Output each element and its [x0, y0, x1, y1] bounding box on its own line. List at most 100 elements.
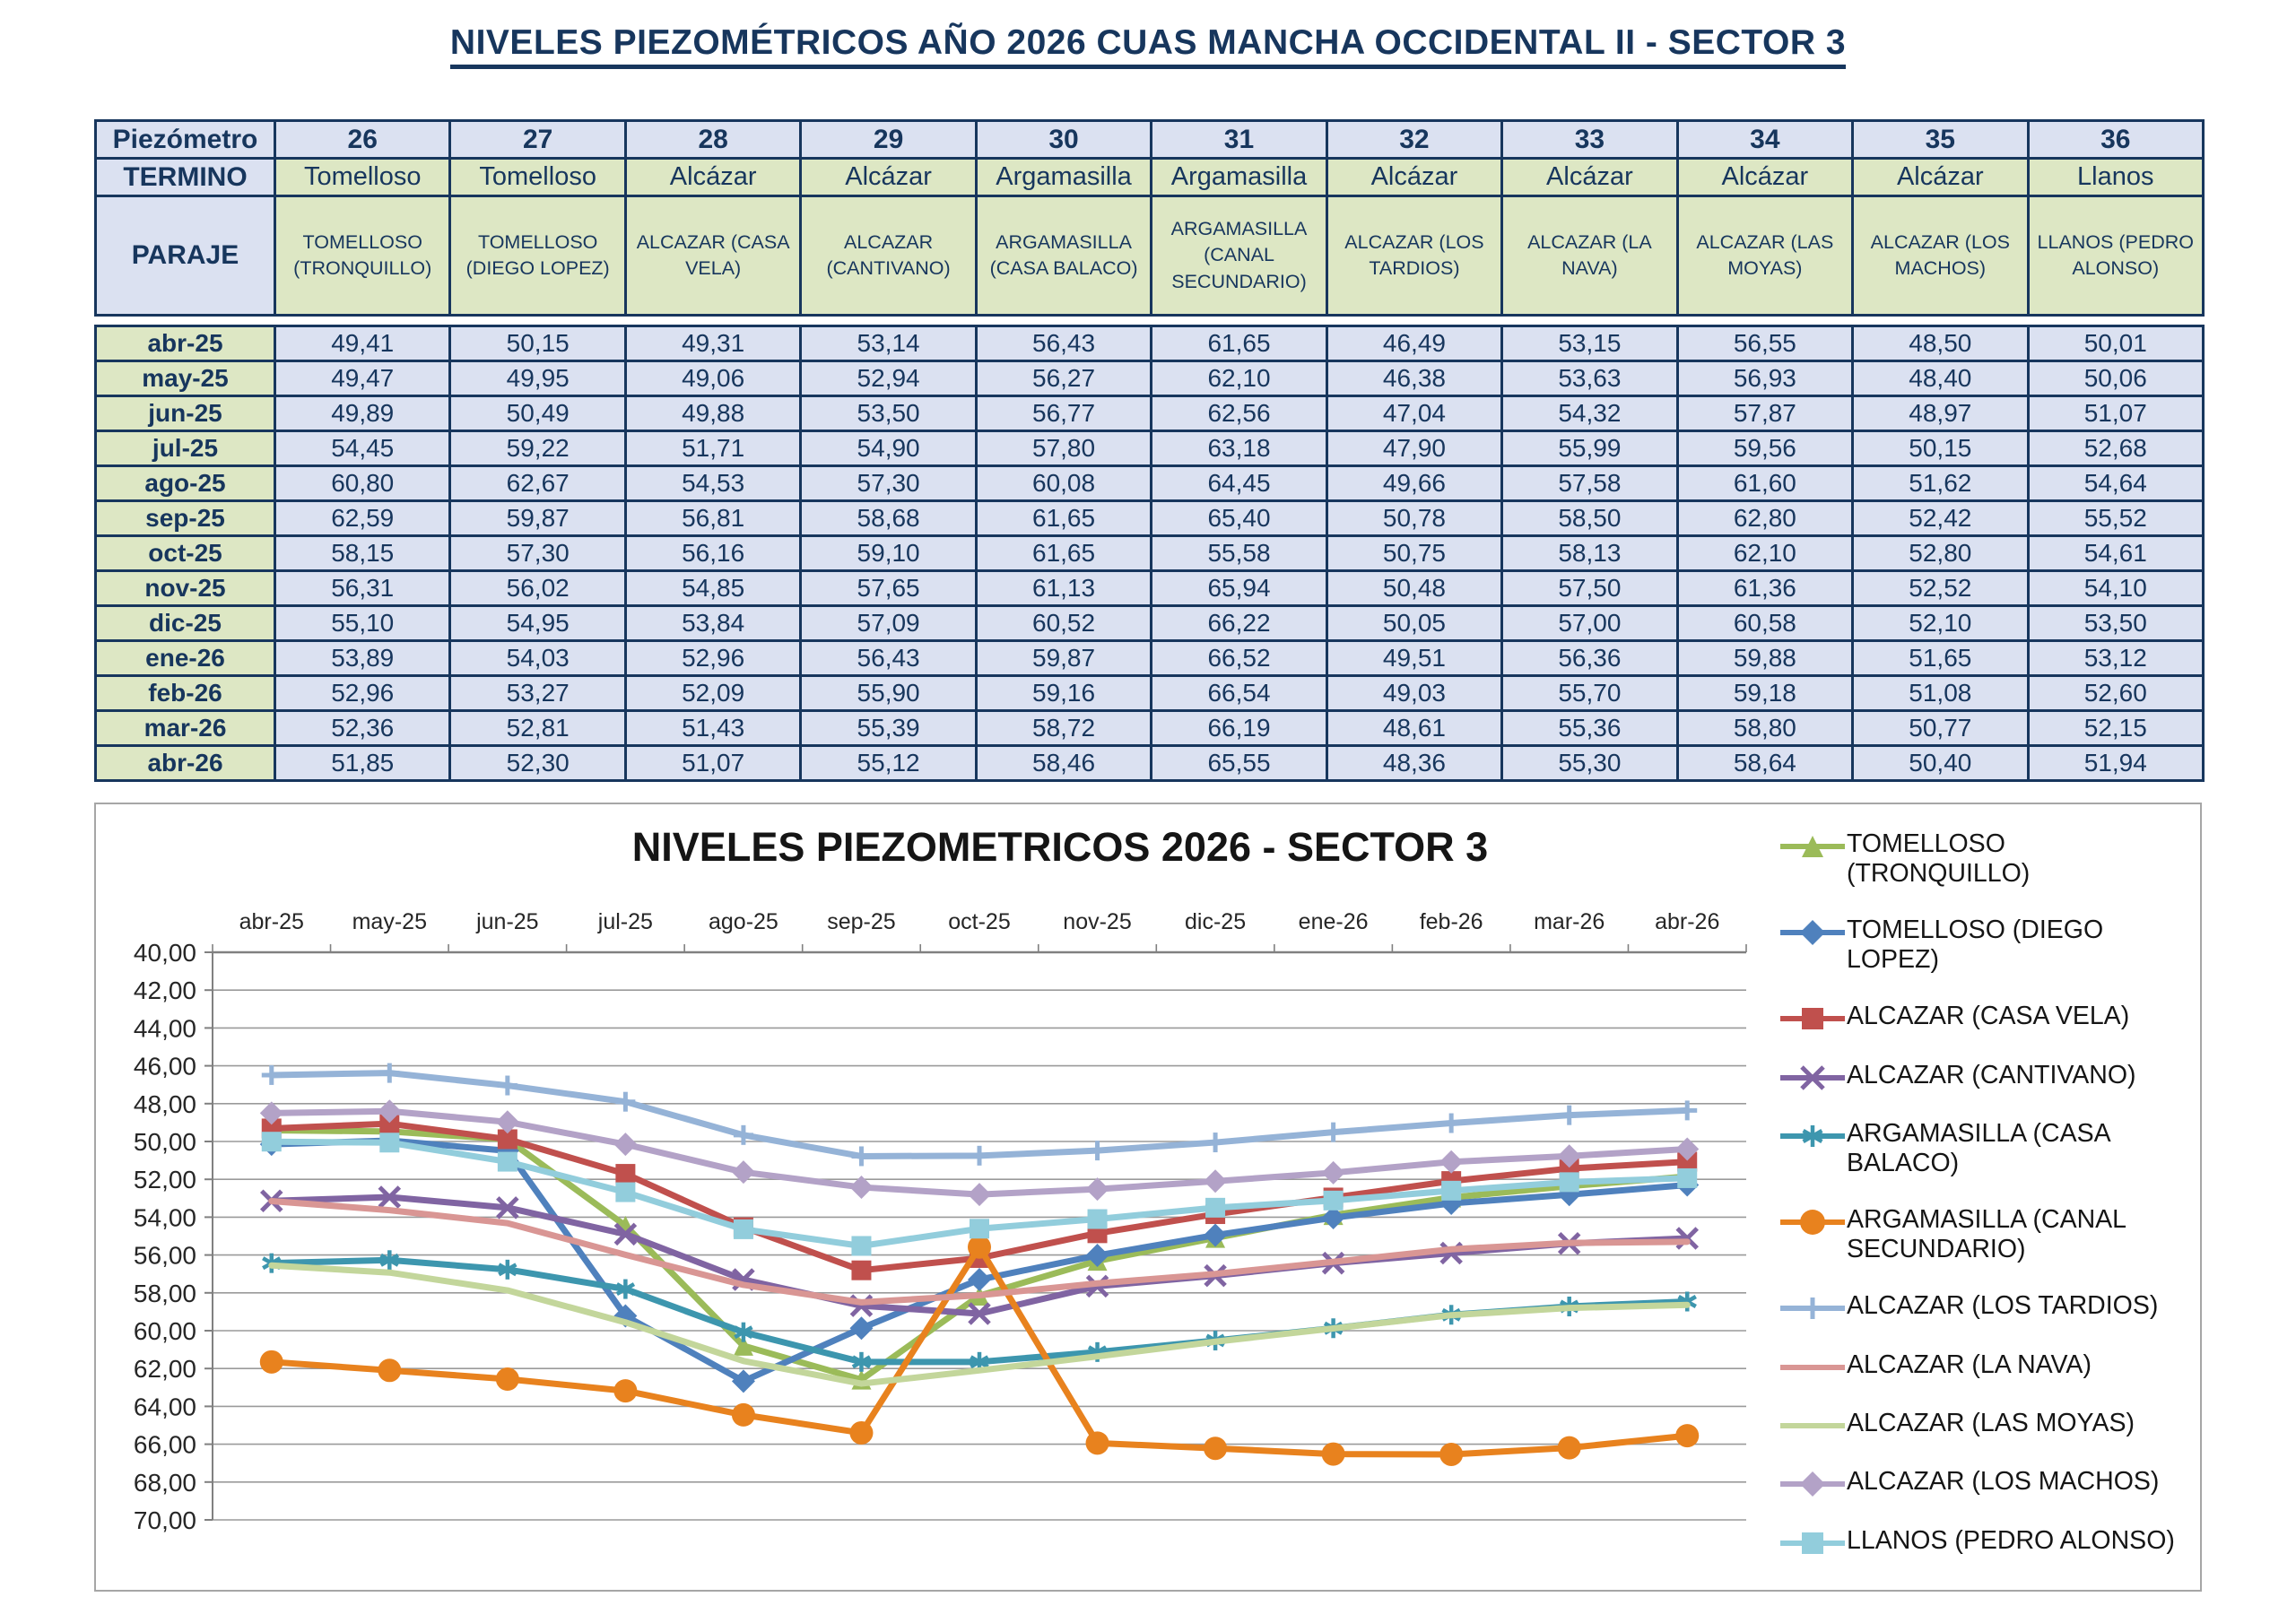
value-cell: 59,87 [974, 639, 1153, 677]
data-row: oct-25 58,15 57,30 56,16 59,10 61,65 55,58 50,7… [94, 534, 2205, 572]
svg-text:40,00: 40,00 [134, 939, 196, 967]
value-cell: 54,53 [623, 464, 803, 502]
value-cell: 51,07 [623, 744, 803, 782]
value-cell: 52,09 [623, 674, 803, 712]
value-cell: 48,50 [1851, 325, 2030, 362]
value-cell: 46,38 [1325, 360, 1504, 397]
termino-cell: Alcázar [1851, 157, 2030, 197]
month-cell: oct-25 [94, 534, 276, 572]
svg-text:oct-25: oct-25 [948, 909, 1010, 934]
piezometer-number-cell: 35 [1851, 119, 2030, 160]
svg-text:44,00: 44,00 [134, 1014, 196, 1042]
piezometer-number-cell: 36 [2026, 119, 2205, 160]
legend-marker-icon [1780, 1064, 1845, 1090]
value-cell: 47,90 [1325, 430, 1504, 467]
chart-title: NIVELES PIEZOMETRICOS 2026 - SECTOR 3 [631, 824, 1489, 870]
termino-cell: Tomelloso [273, 157, 452, 197]
value-cell: 62,10 [1675, 534, 1855, 572]
value-cell: 65,40 [1150, 499, 1328, 537]
value-cell: 51,94 [2026, 744, 2205, 782]
termino-cell: Alcázar [1500, 157, 1679, 197]
paraje-cell: ALCAZAR (LAS MOYAS) [1675, 195, 1855, 317]
value-cell: 48,61 [1325, 709, 1504, 747]
value-cell: 56,27 [974, 360, 1153, 397]
value-cell: 56,55 [1675, 325, 1855, 362]
value-cell: 52,96 [623, 639, 803, 677]
piezometer-number-cell: 33 [1500, 119, 1679, 160]
series-5 [259, 1235, 1700, 1466]
value-cell: 66,52 [1150, 639, 1328, 677]
value-cell: 58,15 [273, 534, 452, 572]
value-cell: 49,31 [623, 325, 803, 362]
month-cell: feb-26 [94, 674, 276, 712]
series-9 [259, 1099, 1700, 1207]
piezometer-header-table: Piezómetro 26 27 28 29 30 31 32 33 34 35 36 TERMIN… [94, 119, 2205, 317]
piezometer-number-cell: 29 [799, 119, 978, 160]
month-cell: abr-26 [94, 744, 276, 782]
value-cell: 66,19 [1150, 709, 1328, 747]
month-cell: dic-25 [94, 604, 276, 642]
value-cell: 52,36 [273, 709, 452, 747]
svg-text:62,00: 62,00 [134, 1355, 196, 1383]
value-cell: 53,12 [2026, 639, 2205, 677]
value-cell: 48,97 [1851, 395, 2030, 432]
legend-marker-icon [1780, 1008, 1845, 1030]
legend-label: ALCAZAR (CASA VELA) [1847, 1002, 2130, 1031]
value-cell: 54,85 [623, 569, 803, 607]
data-row: ago-25 60,80 62,67 54,53 57,30 60,08 64,45 49,6… [94, 464, 2205, 502]
svg-text:ene-26: ene-26 [1299, 909, 1369, 934]
value-cell: 64,45 [1150, 464, 1328, 502]
value-cell: 49,89 [273, 395, 452, 432]
value-cell: 55,30 [1500, 744, 1679, 782]
value-cell: 52,80 [1851, 534, 2030, 572]
piezometer-number-cell: 32 [1325, 119, 1504, 160]
value-cell: 56,93 [1675, 360, 1855, 397]
value-cell: 51,62 [1851, 464, 2030, 502]
value-cell: 56,81 [623, 499, 803, 537]
month-cell: nov-25 [94, 569, 276, 607]
value-cell: 50,78 [1325, 499, 1504, 537]
legend-label: ALCAZAR (LAS MOYAS) [1847, 1409, 2135, 1437]
piezometer-number-row: Piezómetro 26 27 28 29 30 31 32 33 34 35 36 [94, 119, 2205, 160]
value-cell: 52,96 [273, 674, 452, 712]
svg-text:mar-26: mar-26 [1534, 909, 1605, 934]
value-cell: 47,04 [1325, 395, 1504, 432]
value-cell: 51,85 [273, 744, 452, 782]
value-cell: 55,58 [1150, 534, 1328, 572]
legend-item: ALCAZAR (LOS TARDIOS) [1780, 1291, 2193, 1323]
month-cell: jun-25 [94, 395, 276, 432]
value-cell: 52,68 [2026, 430, 2205, 467]
value-cell: 54,45 [273, 430, 452, 467]
month-cell: mar-26 [94, 709, 276, 747]
paraje-cell: ARGAMASILLA (CASA BALACO) [974, 195, 1153, 317]
svg-text:abr-25: abr-25 [239, 909, 304, 934]
svg-text:feb-26: feb-26 [1420, 909, 1483, 934]
value-cell: 54,03 [448, 639, 627, 677]
value-cell: 46,49 [1325, 325, 1504, 362]
value-cell: 50,40 [1851, 744, 2030, 782]
legend-item: ALCAZAR (LAS MOYAS) [1780, 1409, 2193, 1440]
piezometer-number-cell: 31 [1150, 119, 1328, 160]
value-cell: 52,42 [1851, 499, 2030, 537]
legend-label: ALCAZAR (LOS MACHOS) [1847, 1467, 2160, 1497]
legend-label: ALCAZAR (CANTIVANO) [1847, 1060, 2136, 1089]
legend-item: TOMELLOSO (DIEGO LOPEZ) [1780, 916, 2193, 975]
value-cell: 54,10 [2026, 569, 2205, 607]
legend-marker-icon [1780, 1471, 1845, 1497]
value-cell: 49,41 [273, 325, 452, 362]
value-cell: 56,43 [974, 325, 1153, 362]
value-cell: 52,15 [2026, 709, 2205, 747]
value-cell: 49,88 [623, 395, 803, 432]
paraje-cell: LLANOS (PEDRO ALONSO) [2026, 195, 2205, 317]
termino-cell: Alcázar [1325, 157, 1504, 197]
value-cell: 61,65 [974, 499, 1153, 537]
value-cell: 58,13 [1500, 534, 1679, 572]
svg-text:46,00: 46,00 [134, 1053, 196, 1081]
data-row: jun-25 49,89 50,49 49,88 53,50 56,77 62,56 47,0… [94, 395, 2205, 432]
paraje-cell: ALCAZAR (CASA VELA) [623, 195, 803, 317]
value-cell: 59,56 [1675, 430, 1855, 467]
svg-text:56,00: 56,00 [134, 1242, 196, 1270]
value-cell: 62,59 [273, 499, 452, 537]
piezometer-number-cell: 30 [974, 119, 1153, 160]
termino-cell: Argamasilla [974, 157, 1153, 197]
